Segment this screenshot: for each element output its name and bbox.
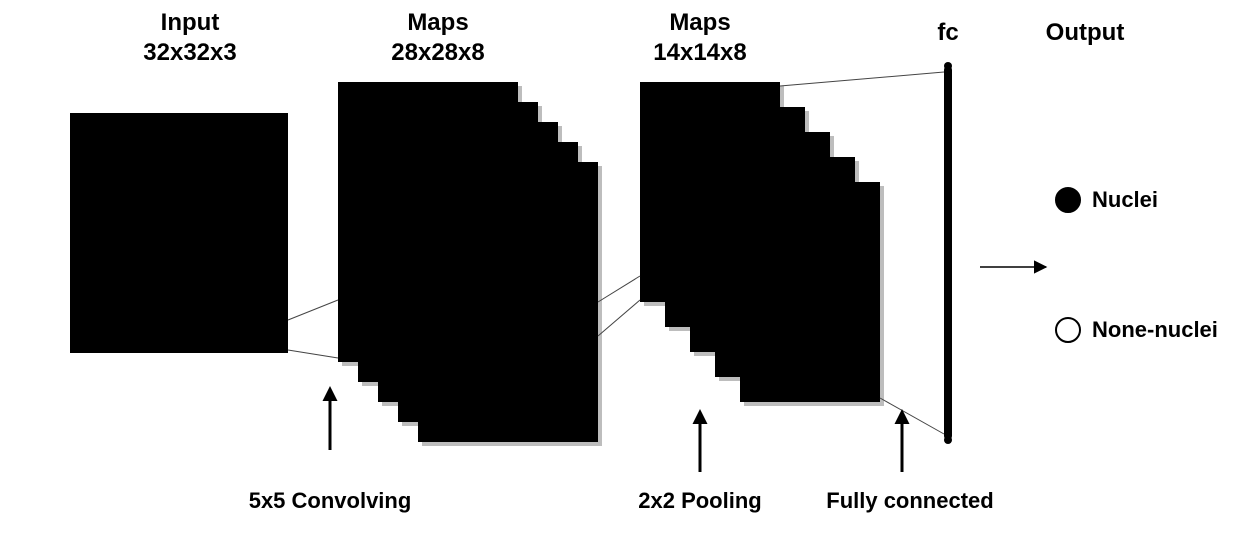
legend-none-nuclei-label: None-nuclei [1092,317,1218,342]
header-maps1: Maps 28x28x8 [391,9,484,66]
conv-maps-stack-map [418,162,598,442]
stage-arrow-0: 5x5 Convolving [249,392,412,513]
stage-arrow-2: Fully connected [826,415,993,513]
stage-arrow-1: 2x2 Pooling [638,415,761,513]
header-maps2-line1: Maps [669,9,730,36]
stage-label: Fully connected [826,488,993,513]
header-input-line2: 32x32x3 [143,39,236,66]
legend-nuclei-label: Nuclei [1092,187,1158,212]
header-fc: fc [937,19,958,46]
legend-nuclei-marker [1056,188,1080,212]
header-input-line1: Input [161,9,220,36]
pool-maps-stack [640,82,884,406]
fc-layer-bar [944,62,952,444]
header-input: Input 32x32x3 [143,9,236,66]
header-output: Output [1046,19,1125,46]
stage-label: 2x2 Pooling [638,488,761,513]
conv-maps-stack [338,82,602,446]
header-maps1-line1: Maps [407,9,468,36]
legend-none-nuclei-marker [1056,318,1080,342]
header-maps2: Maps 14x14x8 [653,9,746,66]
pool-maps-stack-map [740,182,880,402]
header-maps1-line2: 28x28x8 [391,39,484,66]
header-maps2-line2: 14x14x8 [653,39,746,66]
stage-label: 5x5 Convolving [249,488,412,513]
legend-none-nuclei: None-nuclei [1056,317,1218,342]
input-block [70,113,288,353]
legend-nuclei: Nuclei [1056,187,1158,212]
